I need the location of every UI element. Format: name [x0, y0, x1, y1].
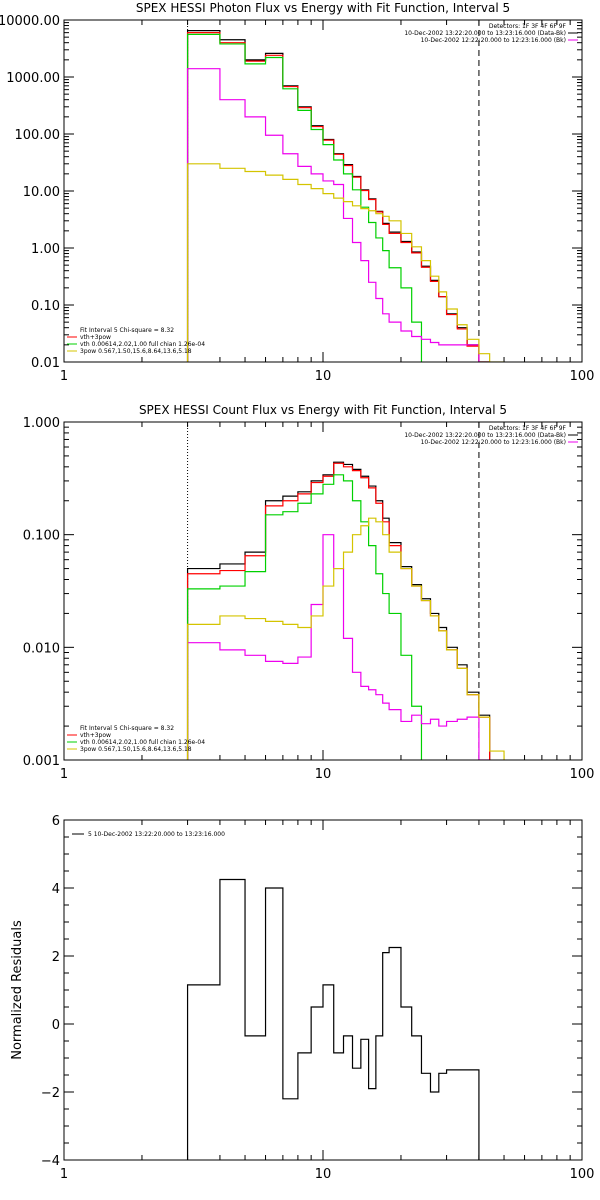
x-tick-label: 100 [570, 369, 595, 384]
y-tick-label: 10000.00 [0, 14, 60, 29]
y-tick-label: 2 [52, 950, 60, 965]
plot-frame [63, 819, 583, 1161]
series-3-line [186, 534, 490, 760]
fit-legend-entry: vth+3pow [80, 334, 111, 341]
plot-frame [63, 421, 583, 761]
series-2-line [186, 474, 423, 760]
fit-legend-entry: 3pow 0.567,1.50,15.6,8.64,13.6,5.18 [80, 348, 192, 355]
y-tick-label: −2 [41, 1086, 60, 1101]
series-group [186, 30, 505, 362]
fit-legend-entry: Fit Interval 5 Chi-square = 8.32 [80, 327, 174, 334]
chart-title: SPEX HESSI Photon Flux vs Energy with Fi… [136, 1, 510, 15]
series-4-line [186, 163, 505, 362]
y-tick-label: 1000.00 [6, 71, 60, 86]
y-tick-label: −4 [41, 1154, 60, 1169]
x-tick-label: 100 [570, 1167, 595, 1182]
y-tick-label: 1.00 [31, 242, 60, 257]
y-tick-label: 0.01 [31, 356, 60, 371]
header-annotation: 10-Dec-2002 12:22:20.000 to 12:23:16.000… [421, 439, 566, 446]
y-tick-label: 1.000 [23, 416, 60, 431]
y-tick-label: 0.100 [23, 529, 60, 544]
fit-legend-entry: vth 0.00614,2.02,1.00 full chian 1.26e-0… [80, 341, 205, 348]
series-1-line [186, 462, 491, 760]
y-tick-label: 4 [52, 882, 60, 897]
plot-frame [63, 19, 583, 363]
y-tick-label: 0.10 [31, 299, 60, 314]
x-tick-label: 10 [315, 767, 332, 782]
series-4-line [186, 517, 505, 760]
x-tick-label: 1 [60, 369, 68, 384]
panel-residuals: 1 10 100 6 4 2 0 −2 −4 Normalized Residuals 5 10-D… [10, 814, 594, 1182]
series-3-line [186, 68, 480, 362]
series-0-line [186, 461, 491, 760]
header-annotation: 10-Dec-2002 13:22:20.000 to 13:23:16.000… [404, 432, 566, 439]
y-tick-label: 0.010 [23, 641, 60, 656]
panel-count: SPEX HESSI Count Flux vs Energy with Fit… [23, 403, 595, 782]
x-tick-label: 10 [315, 369, 332, 384]
y-tick-label: 6 [52, 814, 60, 829]
y-tick-label: 100.00 [15, 128, 61, 143]
x-tick-label: 100 [570, 767, 595, 782]
series-0-line [186, 30, 490, 362]
series-1-line [186, 32, 490, 362]
y-tick-label: 0.001 [23, 754, 60, 769]
header-annotation: Detectors: 1F 3F 4F 6F 9F [489, 23, 567, 30]
series-group [186, 878, 480, 1160]
series-group [186, 461, 505, 760]
x-tick-label: 1 [60, 1167, 68, 1182]
series-0-line [186, 878, 480, 1160]
fit-legend-entry: vth 0.00614,2.02,1.00 full chian 1.26e-0… [80, 739, 205, 746]
series-2-line [186, 33, 423, 362]
x-tick-label: 10 [315, 1167, 332, 1182]
header-annotation: Detectors: 1F 3F 4F 6F 9F [489, 425, 567, 432]
y-axis-label: Normalized Residuals [10, 920, 25, 1060]
header-annotation: 10-Dec-2002 12:22:20.000 to 12:23:16.000… [421, 37, 566, 44]
x-tick-label: 1 [60, 767, 68, 782]
panel-photon: SPEX HESSI Photon Flux vs Energy with Fi… [0, 1, 594, 384]
fit-legend-entry: vth+3pow [80, 732, 111, 739]
fit-legend-entry: Fit Interval 5 Chi-square = 8.32 [80, 725, 174, 732]
y-tick-label: 0 [52, 1018, 60, 1033]
header-annotation: 10-Dec-2002 13:22:20.000 to 13:23:16.000… [404, 30, 566, 37]
legend-entry: 5 10-Dec-2002 13:22:20.000 to 13:23:16.0… [88, 831, 225, 838]
chart-title: SPEX HESSI Count Flux vs Energy with Fit… [139, 403, 507, 417]
fit-legend-entry: 3pow 0.567,1.50,15.6,8.64,13.6,5.18 [80, 746, 192, 753]
y-tick-label: 10.00 [23, 185, 60, 200]
